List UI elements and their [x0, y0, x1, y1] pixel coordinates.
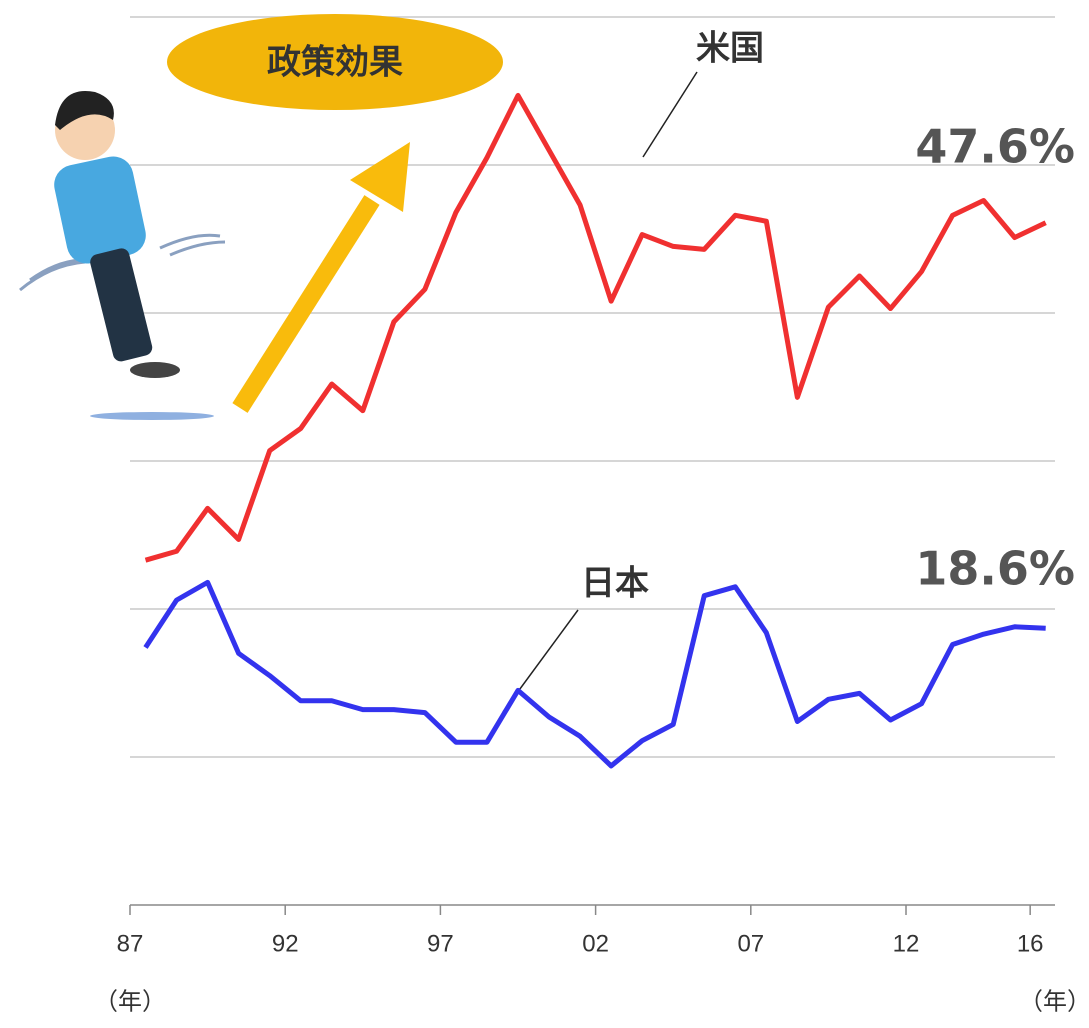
x-tick-label: 87 [117, 930, 144, 957]
x-tick-label: 12 [893, 930, 920, 957]
x-unit: （年） [94, 988, 166, 1015]
skater-illustration [19, 90, 226, 420]
annotation: 政策効果 [267, 43, 403, 83]
series-label: 日本 [581, 564, 649, 604]
series-line [143, 579, 1046, 769]
x-unit: （年） [1019, 988, 1089, 1015]
x-tick-label: 16 [1017, 930, 1044, 957]
series-line [144, 92, 1047, 563]
arrow [232, 142, 410, 413]
callout-ellipse [167, 14, 503, 110]
x-tick-label: 92 [272, 930, 299, 957]
x-tick-label: 02 [582, 930, 609, 957]
leader-line [642, 71, 698, 158]
end-label: 47.6% [915, 120, 1075, 174]
x-tick-label: 07 [737, 930, 764, 957]
end-label: 18.6% [915, 542, 1075, 596]
series-label: 米国 [696, 29, 764, 69]
x-tick-label: 97 [427, 930, 454, 957]
